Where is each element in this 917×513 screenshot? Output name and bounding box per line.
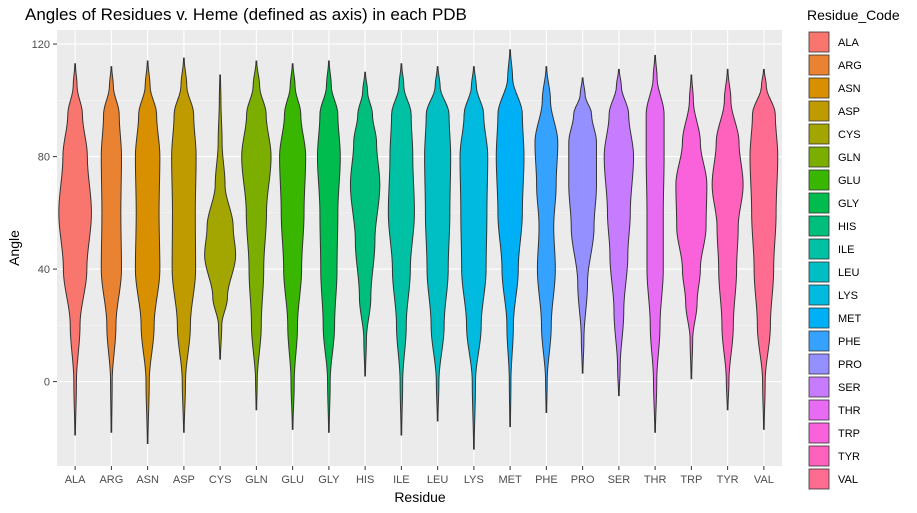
x-tick-label-his: HIS	[356, 474, 374, 486]
legend-label-met: MET	[838, 313, 862, 325]
violin-met	[495, 49, 525, 428]
violin-glu	[279, 63, 307, 430]
violin-thr	[645, 54, 665, 433]
x-tick-label-ala: ALA	[65, 474, 86, 486]
x-tick-label-val: VAL	[754, 474, 774, 486]
x-tick-label-lys: LYS	[464, 474, 484, 486]
legend-key-ile	[808, 238, 830, 260]
y-tick-label: 40	[38, 264, 50, 276]
x-tick-label-glu: GLU	[281, 474, 304, 486]
x-axis-title: Residue	[394, 489, 446, 505]
legend-label-asp: ASP	[838, 106, 860, 118]
x-tick-label-thr: THR	[644, 474, 667, 486]
legend: Residue_Code ALA ARG ASN ASP CYS GLN GLU GLY HIS…	[807, 7, 900, 490]
x-tick-label-arg: ARG	[99, 474, 123, 486]
legend-label-ala: ALA	[838, 37, 859, 49]
legend-label-trp: TRP	[838, 428, 860, 440]
violin-lys	[459, 66, 489, 450]
legend-key-gly	[808, 192, 830, 214]
x-tick-label-tyr: TYR	[717, 474, 739, 486]
legend-label-ser: SER	[838, 382, 861, 394]
x-tick-label-asn: ASN	[136, 474, 159, 486]
violin-his	[349, 71, 381, 377]
y-tick-label: 80	[38, 152, 50, 164]
legend-key-arg	[808, 54, 830, 76]
legend-key-thr	[808, 399, 830, 421]
legend-label-asn: ASN	[838, 83, 861, 95]
legend-label-cys: CYS	[838, 129, 861, 141]
violin-asn	[134, 60, 161, 444]
legend-key-ala	[808, 31, 830, 53]
violin-tyr	[711, 68, 744, 411]
legend-key-leu	[808, 261, 830, 283]
y-tick-label: 120	[32, 39, 50, 51]
x-tick-label-gln: GLN	[245, 474, 268, 486]
legend-key-tyr	[808, 445, 830, 467]
legend-label-val: VAL	[838, 474, 858, 486]
violin-phe	[534, 66, 559, 414]
legend-label-thr: THR	[838, 405, 861, 417]
y-axis-title: Angle	[6, 230, 22, 266]
violin-arg	[100, 66, 122, 433]
legend-key-trp	[808, 422, 830, 444]
x-tick-label-asp: ASP	[173, 474, 195, 486]
x-tick-label-leu: LEU	[427, 474, 448, 486]
x-tick-label-gly: GLY	[318, 474, 340, 486]
legend-label-ile: ILE	[838, 244, 855, 256]
legend-label-glu: GLU	[838, 175, 861, 187]
legend-label-phe: PHE	[838, 336, 861, 348]
violin-gln	[241, 60, 272, 411]
legend-key-ser	[808, 376, 830, 398]
violin-leu	[424, 66, 452, 422]
x-tick-label-ser: SER	[608, 474, 631, 486]
violin-ile	[387, 63, 415, 436]
x-tick-label-trp: TRP	[680, 474, 702, 486]
plot-panel	[57, 30, 782, 466]
violin-trp	[675, 74, 708, 380]
legend-label-lys: LYS	[838, 290, 858, 302]
legend-label-tyr: TYR	[838, 451, 860, 463]
x-tick-label-pro: PRO	[571, 474, 595, 486]
violins-layer	[58, 49, 779, 450]
legend-key-asp	[808, 100, 830, 122]
legend-key-cys	[808, 123, 830, 145]
legend-key-phe	[808, 330, 830, 352]
legend-label-gly: GLY	[838, 198, 860, 210]
violin-pro	[568, 77, 597, 374]
legend-key-val	[808, 468, 830, 490]
y-axis: 0 40 80 120	[32, 39, 57, 389]
violin-asp	[171, 57, 197, 433]
x-axis: ALA ARG ASN ASP CYS GLN GLU GLY HIS ILE LEU LYS MET P…	[65, 466, 774, 486]
x-tick-label-met: MET	[499, 474, 523, 486]
legend-key-his	[808, 215, 830, 237]
legend-key-pro	[808, 353, 830, 375]
legend-key-lys	[808, 284, 830, 306]
legend-label-pro: PRO	[838, 359, 862, 371]
legend-title: Residue_Code	[807, 7, 900, 23]
x-tick-label-phe: PHE	[535, 474, 558, 486]
legend-label-arg: ARG	[838, 60, 862, 72]
legend-key-gln	[808, 146, 830, 168]
chart-title: Angles of Residues v. Heme (defined as a…	[25, 5, 467, 24]
x-tick-label-cys: CYS	[209, 474, 232, 486]
legend-label-his: HIS	[838, 221, 856, 233]
legend-key-met	[808, 307, 830, 329]
violin-gly	[316, 60, 341, 433]
violin-cys	[204, 74, 237, 360]
legend-label-leu: LEU	[838, 267, 859, 279]
violin-ser	[603, 68, 635, 397]
legend-key-glu	[808, 169, 830, 191]
violin-ala	[58, 63, 92, 436]
legend-key-asn	[808, 77, 830, 99]
violin-val	[749, 68, 779, 430]
y-tick-label: 0	[44, 377, 50, 389]
x-tick-label-ile: ILE	[393, 474, 410, 486]
legend-label-gln: GLN	[838, 152, 861, 164]
